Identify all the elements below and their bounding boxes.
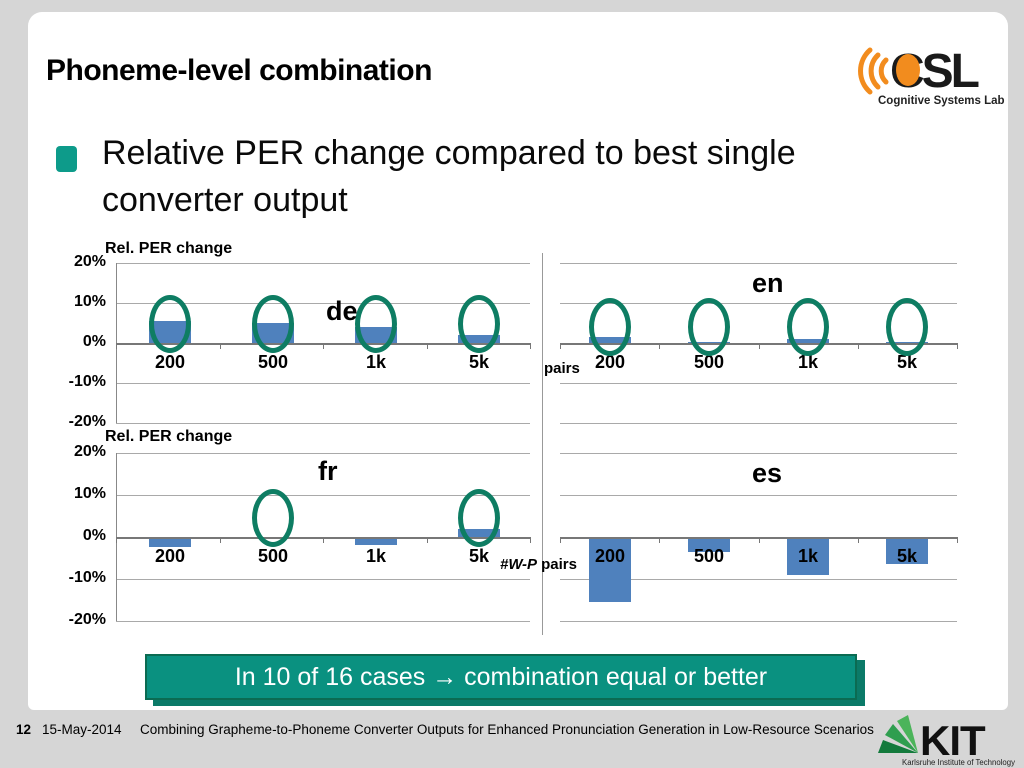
bullet-square-icon [56, 146, 77, 172]
kit-fan-icon [878, 715, 918, 753]
kit-logo-text: KIT [920, 717, 986, 764]
csl-head-icon [896, 54, 920, 86]
footer-title: Combining Grapheme-to-Phoneme Converter … [140, 722, 874, 737]
page-number: 12 [16, 722, 32, 737]
bullet-text: Relative PER change compared to best sin… [102, 134, 796, 219]
result-callout-box: In 10 of 16 cases → combination equal or… [145, 654, 857, 700]
slide-title: Phoneme-level combination [46, 54, 432, 87]
csl-logo-caption: Cognitive Systems Lab [878, 95, 1005, 107]
slide: Phoneme-level combination CSL Cognitive … [28, 12, 1008, 710]
sound-wave-icon [858, 47, 889, 95]
csl-logo: CSL Cognitive Systems Lab [858, 45, 1005, 107]
footer-date: 15-May-2014 [42, 722, 122, 737]
footer: 12 15-May-2014 Combining Grapheme-to-Pho… [0, 710, 1024, 768]
result-callout-text: In 10 of 16 cases → combination equal or… [234, 662, 768, 691]
kit-logo: KIT Karlsruhe Institute of Technology [878, 715, 1015, 767]
kit-logo-caption: Karlsruhe Institute of Technology [902, 758, 1015, 767]
